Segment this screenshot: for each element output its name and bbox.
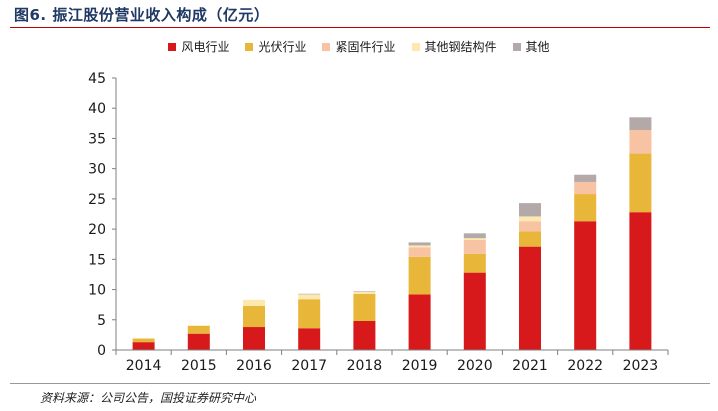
legend-item-fastener: 紧固件行业	[322, 38, 396, 55]
bar-segment-2022-series-0	[574, 221, 597, 350]
legend-swatch-fastener	[322, 42, 331, 51]
y-tick-label: 40	[88, 101, 106, 117]
x-tick-label: 2021	[512, 358, 548, 374]
y-tick-label: 45	[88, 71, 106, 87]
bar-segment-2020-series-3	[463, 238, 486, 240]
bar-segment-2018-series-1	[353, 293, 376, 321]
legend-item-wind: 风电行业	[168, 38, 229, 55]
legend-item-steel: 其他钢结构件	[411, 38, 497, 55]
legend-swatch-other	[512, 42, 521, 51]
bar-segment-2014-series-1	[132, 338, 155, 343]
bar-segment-2018-series-4	[353, 291, 376, 292]
y-tick-label: 5	[97, 313, 106, 329]
x-tick-label: 2016	[236, 358, 272, 374]
legend-swatch-steel	[411, 42, 420, 51]
x-tick-label: 2015	[181, 358, 217, 374]
chart-title: 图6. 振江股份营业收入构成（亿元）	[14, 6, 270, 24]
bar-segment-2020-series-4	[463, 233, 486, 239]
bar-segment-2023-series-2	[629, 129, 652, 154]
bar-segment-2021-series-2	[519, 221, 541, 232]
bar-segment-2017-series-4	[298, 293, 321, 295]
y-tick-label: 35	[88, 131, 106, 147]
x-tick-label: 2018	[347, 358, 383, 374]
legend-label-other: 其他	[525, 40, 550, 54]
bar-segment-2019-series-3	[408, 245, 431, 248]
bar-segment-2022-series-1	[574, 194, 597, 222]
legend-swatch-solar	[245, 42, 254, 51]
bar-segment-2014-series-0	[132, 342, 155, 350]
bar-segment-2021-series-0	[519, 246, 541, 350]
x-axis: 2014 2015 2016 2017 2018 2019 2020 2021 2022 2023	[115, 349, 669, 374]
x-tick-label: 2014	[126, 358, 162, 374]
bar-segment-2023-series-4	[629, 117, 652, 130]
y-tick-label: 15	[88, 252, 106, 268]
bar-segment-2020-series-2	[463, 239, 486, 254]
x-tick-label: 2022	[567, 358, 603, 374]
legend-label-wind: 风电行业	[181, 40, 230, 54]
x-tick-label: 2020	[457, 358, 493, 374]
legend-item-other: 其他	[512, 38, 550, 55]
bar-segment-2015-series-3	[187, 325, 210, 326]
legend-label-fastener: 紧固件行业	[335, 40, 396, 54]
bar-segment-2017-series-1	[298, 299, 321, 329]
y-tick-label: 20	[88, 222, 106, 238]
y-tick-label: 30	[88, 162, 106, 178]
y-tick-label: 10	[88, 283, 106, 299]
bar-segment-2023-series-1	[629, 153, 652, 213]
chart-legend: 风电行业 光伏行业 紧固件行业 其他钢结构件 其他	[0, 38, 718, 55]
y-axis: 0 5 10 15 20 25 30 35 40 45	[88, 71, 117, 359]
source-note: 资料来源：公司公告，国投证券研究中心	[40, 391, 257, 405]
bar-segment-2021-series-3	[519, 216, 541, 222]
bar-area	[132, 117, 652, 350]
bar-segment-2016-series-0	[243, 327, 265, 350]
x-tick-label: 2023	[623, 358, 659, 374]
bar-segment-2018-series-0	[353, 320, 376, 350]
y-tick-label: 25	[88, 192, 106, 208]
y-tick-label: 0	[97, 343, 106, 359]
legend-label-solar: 光伏行业	[258, 40, 307, 54]
x-tick-label: 2019	[402, 358, 438, 374]
bar-segment-2018-series-3	[353, 291, 376, 294]
legend-label-steel: 其他钢结构件	[424, 40, 497, 54]
bar-segment-2016-series-3	[243, 299, 265, 306]
x-tick-label: 2017	[291, 358, 327, 374]
title-divider	[10, 27, 710, 28]
bar-segment-2021-series-4	[519, 203, 541, 217]
bar-segment-2020-series-1	[463, 253, 486, 273]
bar-segment-2022-series-4	[574, 174, 597, 182]
bar-segment-2019-series-2	[408, 247, 431, 257]
bar-segment-2021-series-1	[519, 231, 541, 247]
bar-segment-2023-series-0	[629, 212, 652, 350]
bar-segment-2020-series-0	[463, 272, 486, 350]
bar-segment-2019-series-0	[408, 294, 431, 350]
bar-segment-2017-series-0	[298, 328, 321, 350]
bar-segment-2015-series-1	[187, 325, 210, 334]
bar-segment-2019-series-4	[408, 242, 431, 246]
legend-swatch-wind	[168, 42, 177, 51]
bar-segment-2017-series-3	[298, 294, 321, 300]
bar-segment-2022-series-2	[574, 181, 597, 195]
bar-segment-2016-series-1	[243, 305, 265, 328]
bar-segment-2015-series-0	[187, 333, 210, 350]
bar-segment-2019-series-1	[408, 256, 431, 295]
footer-divider	[10, 383, 710, 384]
legend-item-solar: 光伏行业	[245, 38, 306, 55]
